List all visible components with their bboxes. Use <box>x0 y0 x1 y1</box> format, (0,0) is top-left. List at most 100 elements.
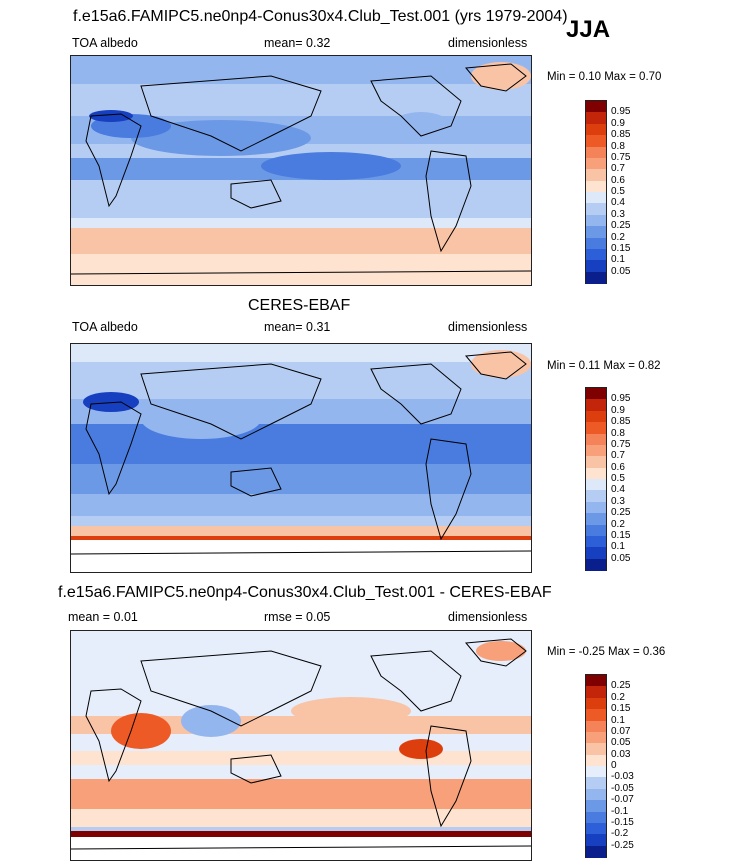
panel-1-colorbar-tick-label: 0.15 <box>611 242 631 254</box>
panel-3-colorbar-tick-label: 0.05 <box>611 737 631 749</box>
panel-1-colorbar-tick-label: 0.5 <box>611 186 625 197</box>
panel-1-colorbar-tick-label: 0.8 <box>611 140 625 152</box>
panel-2-colorbar-swatch <box>586 467 606 480</box>
panel-1-colorbar-swatch <box>586 180 606 193</box>
panel-1-colorbar-tick-label: 0.75 <box>611 151 631 163</box>
panel-1-colorbar-swatch <box>586 146 606 159</box>
panel-3-colorbar-tick-label: 0.25 <box>611 680 631 692</box>
panel-2-colorbar-swatch <box>586 513 606 525</box>
panel-2-colorbar-tick-label: 0.7 <box>611 450 625 462</box>
panel-2-colorbar-tick-label: 0.85 <box>611 416 631 428</box>
panel-2-colorbar-tick-label: 0.3 <box>611 495 625 507</box>
panel-3-mean-label: mean = 0.01 <box>68 610 138 624</box>
panel-1-colorbar-tick-label: 0.9 <box>611 117 625 129</box>
panel-3-colorbar-swatch <box>586 675 606 687</box>
panel-2-colorbar-swatch <box>586 535 606 548</box>
panel-3-title: f.e15a6.FAMIPC5.ne0np4-Conus30x4.Club_Te… <box>58 584 552 601</box>
panel-1-colorbar-tick-label: 0.95 <box>611 106 631 118</box>
panel-1-colorbar-swatch <box>586 260 606 273</box>
panel-2-title: CERES-EBAF <box>248 297 351 314</box>
panel-3-colorbar-tick-label: 0.07 <box>611 725 631 737</box>
panel-1-colorbar-swatch <box>586 237 606 250</box>
panel-2-colorbar-swatch <box>586 479 606 491</box>
panel-1-colorbar-swatch <box>586 135 606 147</box>
panel-3-colorbar-swatch <box>586 697 606 710</box>
panel-2-colorbar-swatch <box>586 422 606 434</box>
panel-3-colorbar: 0.25 0.2 0.15 0.1 0.07 0.05 0.03 0 -0.03 -0.05 -0.… <box>585 674 634 858</box>
panel-1-colorbar-tick-label: 0.25 <box>611 220 631 232</box>
panel-3-colorbar-swatch <box>586 720 606 733</box>
panel-2-colorbar-swatch <box>586 524 606 537</box>
panel-3-colorbar-tick-label: -0.1 <box>611 805 629 817</box>
panel-2-colorbar-tick-label: 0.8 <box>611 427 625 439</box>
panel-3-colorbar-swatch <box>586 834 606 847</box>
panel-1-colorbar-swatch <box>586 157 606 170</box>
panel-2-colorbar-tick-label: 0.15 <box>611 529 631 541</box>
panel-2-mean-label: mean= 0.31 <box>264 320 331 334</box>
panel-3-colorbar-tick-label: -0.05 <box>611 782 634 794</box>
panel-2-units-label: dimensionless <box>448 320 528 334</box>
panel-3-colorbar-tick-label: -0.15 <box>611 816 634 828</box>
panel-1-variable-label: TOA albedo <box>72 36 138 50</box>
panel-2-map <box>70 343 532 573</box>
panel-2-colorbar: 0.95 0.9 0.85 0.8 0.75 0.7 0.6 0.5 0.4 0.3 0.25 0.2… <box>585 387 630 571</box>
panel-1-mean-label: mean= 0.32 <box>264 36 331 50</box>
panel-3-colorbar-swatch <box>586 731 606 744</box>
panel-3-colorbar-tick-label: -0.2 <box>611 828 629 840</box>
panel-3-colorbar-swatch <box>586 743 606 756</box>
panel-2-colorbar-tick-label: 0.05 <box>611 552 631 564</box>
panel-2-colorbar-swatch <box>586 547 606 560</box>
panel-1-colorbar-tick-label: 0.05 <box>611 265 631 277</box>
panel-2-colorbar-tick-label: 0.6 <box>611 461 625 473</box>
panel-3-colorbar-tick-label: -0.07 <box>611 794 634 806</box>
panel-3-colorbar-swatch <box>586 709 606 721</box>
panel-1-colorbar-swatch <box>586 112 606 125</box>
panel-3-map <box>70 630 532 861</box>
panel-1-colorbar-tick-label: 0.85 <box>611 129 631 141</box>
panel-2-colorbar-swatch <box>586 433 606 446</box>
panel-1-colorbar-swatch <box>586 214 606 227</box>
panel-1-colorbar-swatch <box>586 169 606 182</box>
panel-1-title: f.e15a6.FAMIPC5.ne0np4-Conus30x4.Club_Te… <box>73 8 568 25</box>
panel-1-units-label: dimensionless <box>448 36 528 50</box>
panel-3-colorbar-swatch <box>586 777 606 790</box>
panel-1-colorbar-tick-label: 0.7 <box>611 163 625 175</box>
panel-3-colorbar-swatch <box>586 800 606 812</box>
panel-2-colorbar-swatch <box>586 456 606 469</box>
panel-3-minmax: Min = -0.25 Max = 0.36 <box>547 646 666 658</box>
panel-3-colorbar-swatch <box>586 766 606 778</box>
panel-3-colorbar-tick-label: -0.25 <box>611 839 634 851</box>
panel-2-colorbar-swatch <box>586 410 606 423</box>
panel-1-colorbar-swatch <box>586 271 606 284</box>
panel-3-colorbar-tick-label: 0.03 <box>611 748 631 760</box>
panel-3-colorbar-swatch <box>586 822 606 835</box>
panel-3-colorbar-swatch <box>586 845 606 858</box>
panel-3-colorbar-swatch <box>586 754 606 767</box>
panel-3-rmse-label: rmse = 0.05 <box>264 610 331 624</box>
panel-3-colorbar-swatch <box>586 686 606 699</box>
panel-2-colorbar-tick-label: 0.9 <box>611 404 625 416</box>
panel-3-colorbar-tick-label: -0.03 <box>611 771 634 783</box>
panel-2-colorbar-tick-label: 0.5 <box>611 473 625 484</box>
panel-3-colorbar-swatch <box>586 788 606 801</box>
panel-1-colorbar-tick-label: 0.1 <box>611 254 625 266</box>
panel-3-units-label: dimensionless <box>448 610 528 624</box>
panel-2-colorbar-tick-label: 0.25 <box>611 507 631 519</box>
panel-1-colorbar-tick-label: 0.4 <box>611 197 625 209</box>
panel-1-colorbar-swatch <box>586 192 606 204</box>
panel-3-colorbar-tick-label: 0.2 <box>611 691 625 703</box>
panel-1-colorbar-tick-label: 0.2 <box>611 231 625 243</box>
panel-1-colorbar-tick-label: 0.3 <box>611 208 625 220</box>
panel-2-colorbar-swatch <box>586 501 606 514</box>
panel-2-colorbar-tick-label: 0.95 <box>611 393 631 405</box>
panel-3-colorbar-tick-label: 0.15 <box>611 703 631 715</box>
panel-1-map <box>70 55 532 286</box>
panel-2-colorbar-tick-label: 0.1 <box>611 541 625 553</box>
panel-1-colorbar-tick-label: 0.6 <box>611 174 625 186</box>
panel-2-colorbar-swatch <box>586 388 606 400</box>
panel-2-colorbar-tick-label: 0.4 <box>611 484 625 496</box>
panel-2-colorbar-swatch <box>586 490 606 503</box>
panel-2-colorbar-tick-label: 0.2 <box>611 518 625 530</box>
panel-2-colorbar-swatch <box>586 399 606 412</box>
panel-2-colorbar-swatch <box>586 558 606 571</box>
